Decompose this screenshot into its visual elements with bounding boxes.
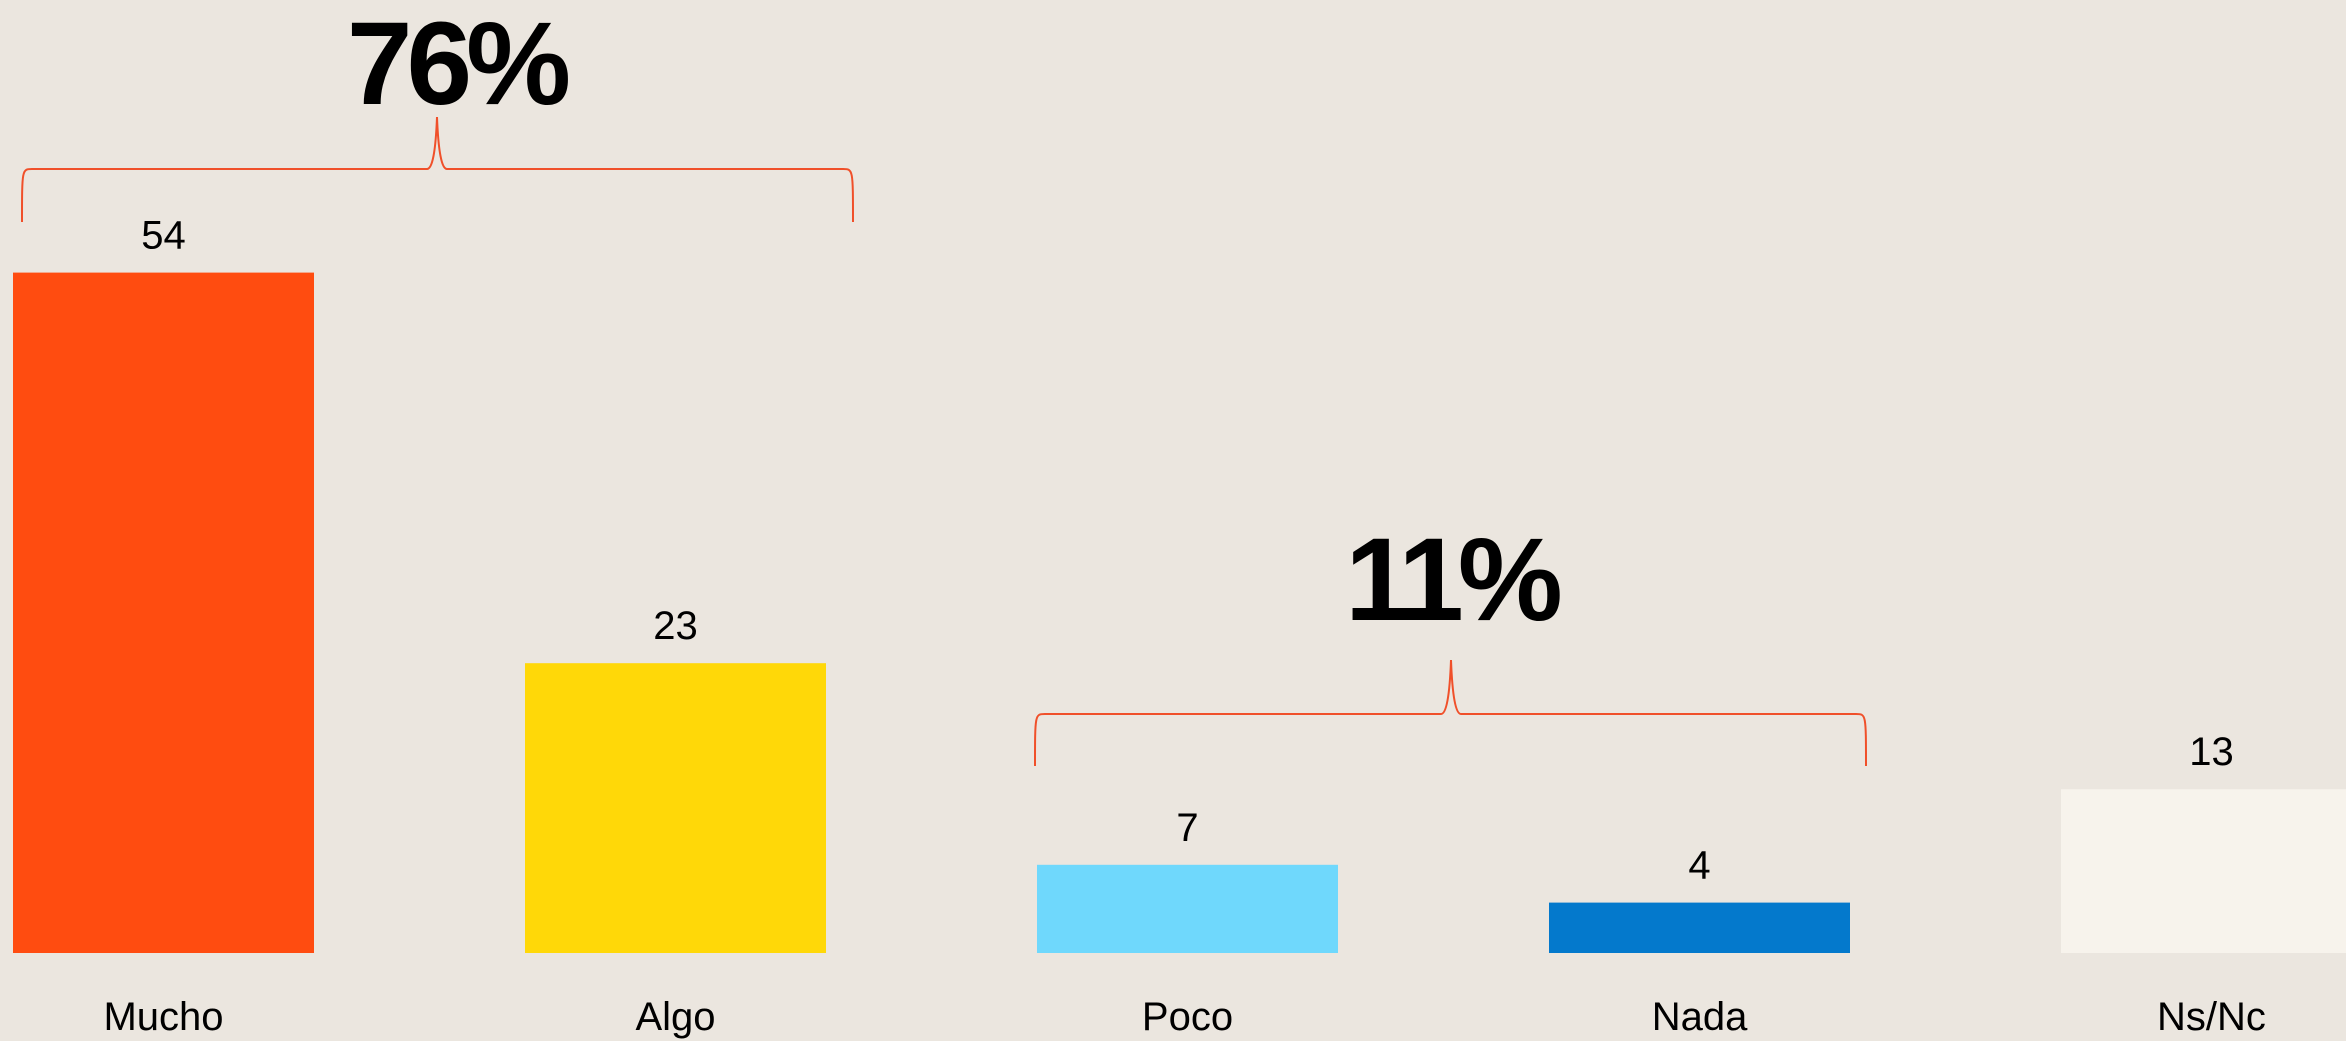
bracket	[1034, 659, 1867, 767]
value-label: 7	[1176, 806, 1198, 850]
bracket	[21, 116, 854, 223]
bar	[2061, 789, 2346, 953]
bar	[1549, 902, 1850, 953]
value-label: 54	[141, 214, 186, 258]
annotation: 76%	[347, 0, 568, 130]
value-label: 4	[1688, 844, 1710, 888]
annotation: 11%	[1345, 514, 1560, 646]
bar	[1037, 864, 1338, 953]
bar	[13, 272, 314, 954]
bar	[525, 663, 826, 953]
x-tick-label: Poco	[1142, 995, 1233, 1039]
x-tick-label: Ns/Nc	[2157, 995, 2266, 1039]
x-tick-label: Mucho	[103, 995, 223, 1039]
value-label: 13	[2189, 730, 2234, 774]
x-tick-label: Nada	[1652, 995, 1748, 1039]
x-tick-label: Algo	[635, 995, 715, 1039]
value-label: 23	[653, 604, 698, 648]
